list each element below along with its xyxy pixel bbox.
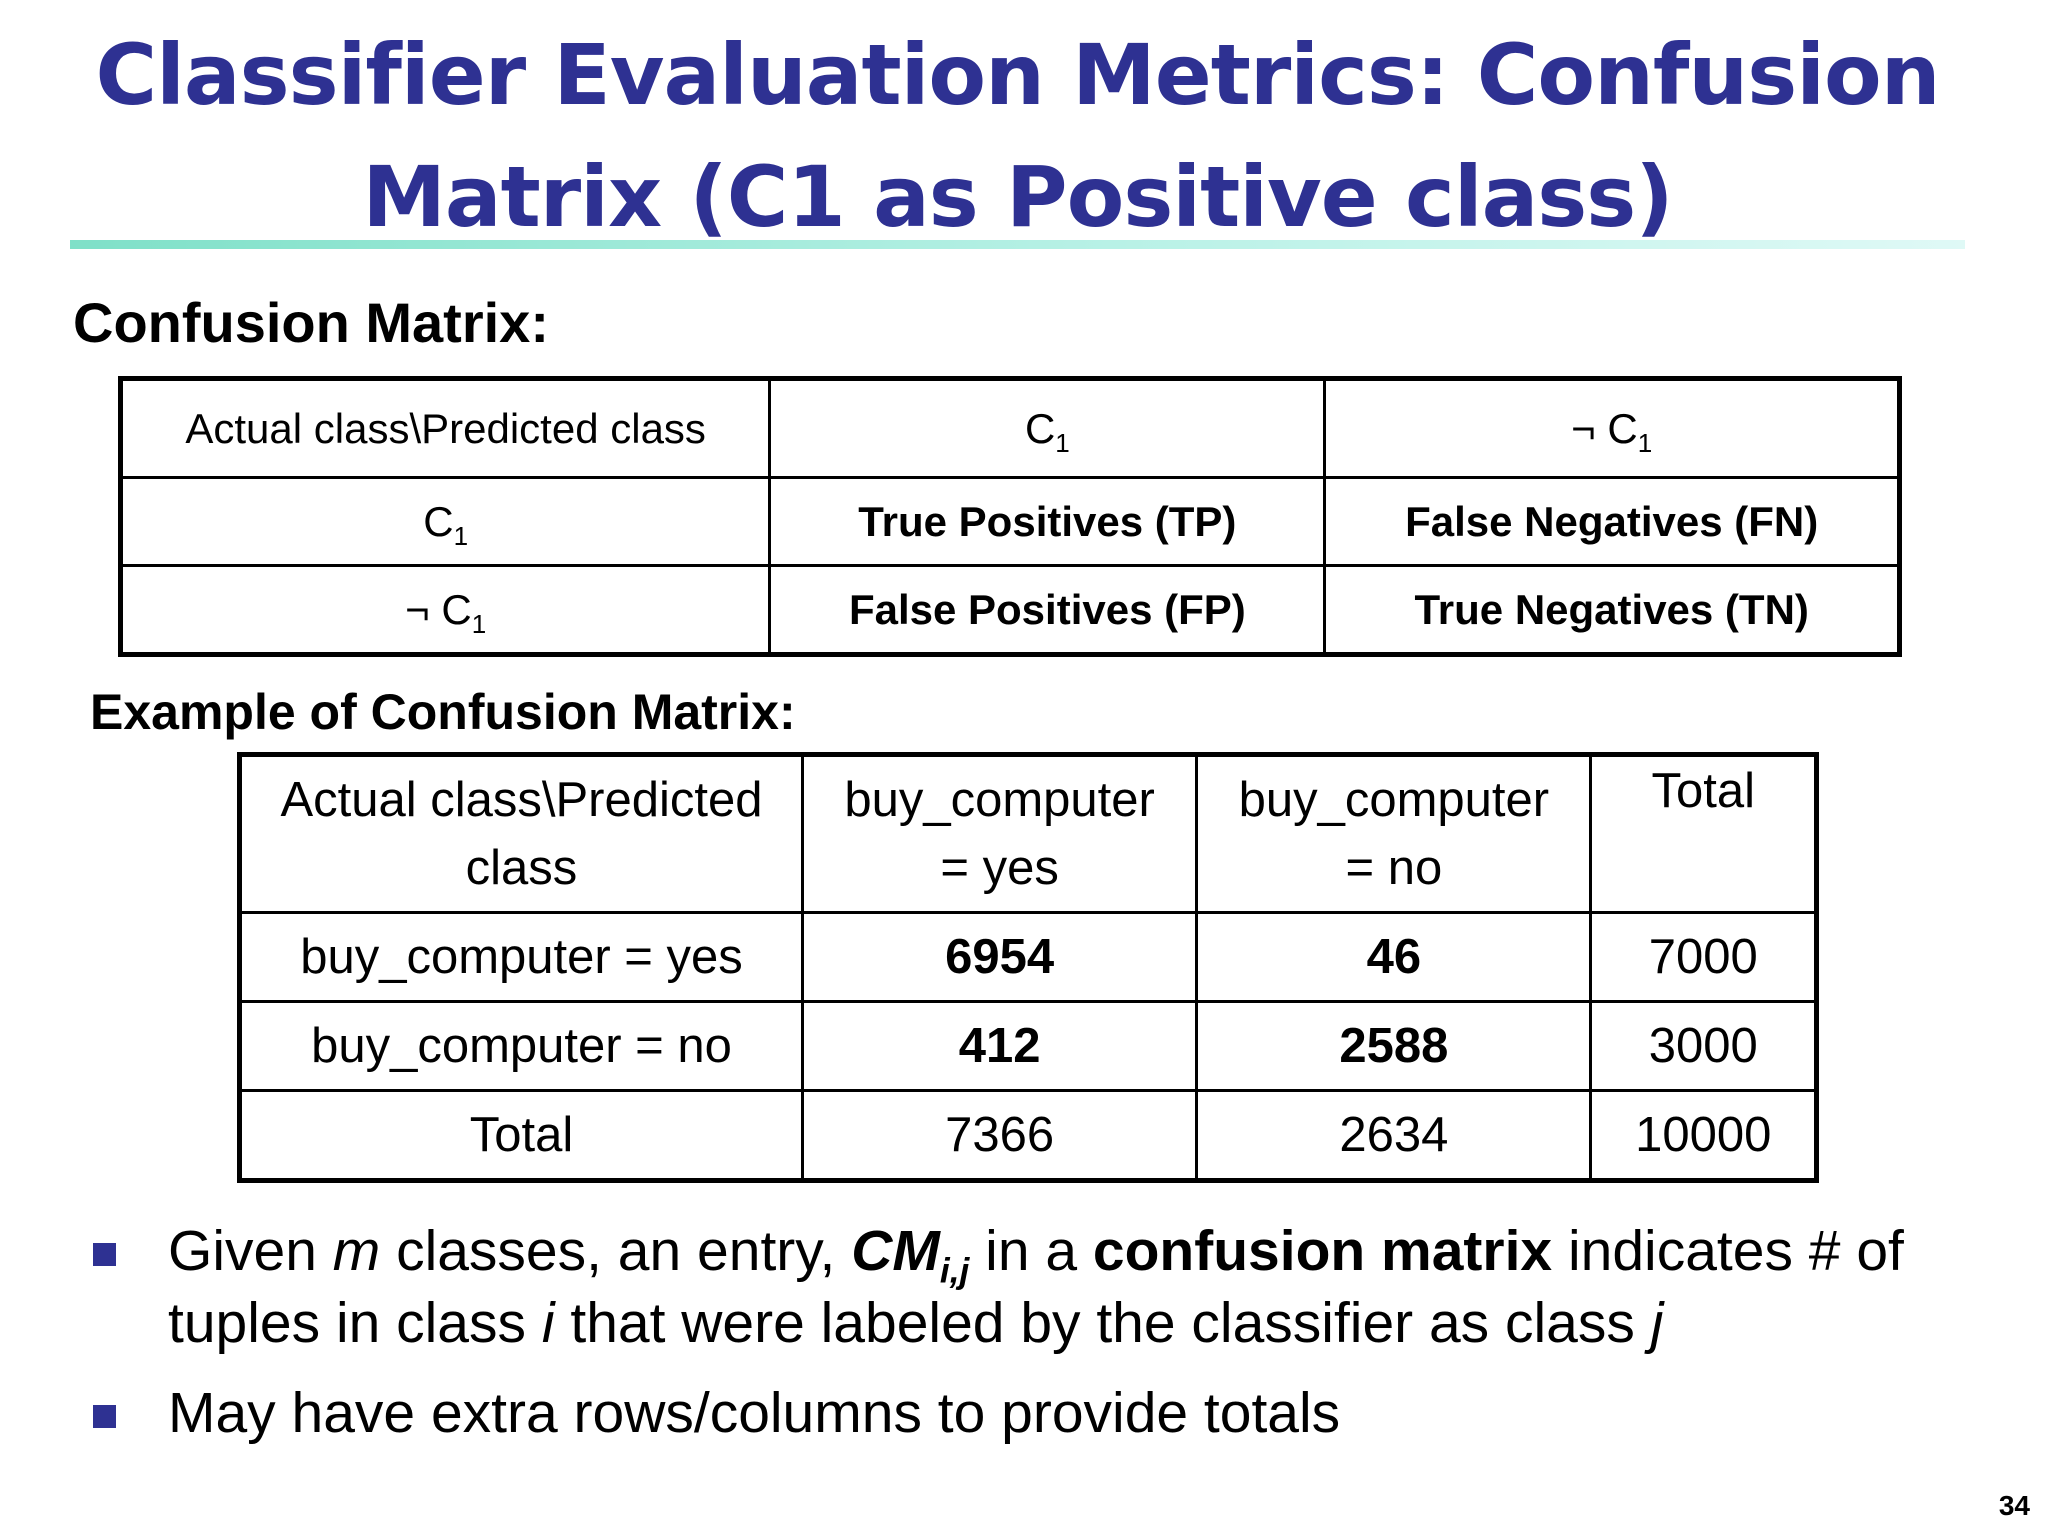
row-label-cell: C1 [118,476,772,567]
bullet-text: that were labeled by the classifier as c… [554,1291,1651,1355]
header-line: = yes [940,841,1059,895]
row-label-cell: buy_computer = yes [238,911,804,1003]
confusion-matrix-table: Actual class\Predicted class C1 ¬ C1 C1 … [118,376,1902,657]
header-text: ¬ C [1571,404,1638,452]
bullet-text: j [1650,1291,1664,1355]
header-line: Actual class\Predicted [280,773,763,827]
table-row: Total 7366 2634 10000 [238,1089,1818,1182]
value-cell: 2588 [1195,1000,1593,1092]
true-positives-cell: True Positives (TP) [768,476,1327,567]
table-row: Actual class\Predicted class C1 ¬ C1 [118,377,1901,479]
example-heading: Example of Confusion Matrix: [90,684,796,740]
subscript: 1 [1055,427,1070,458]
subscript: 1 [471,608,487,639]
header-line: Total [1651,764,1755,818]
false-negatives-cell: False Negatives (FN) [1323,476,1901,567]
bullet-text: indicates # of tuples in class [168,1219,1904,1355]
total-header-cell: Total [1589,753,1818,914]
table-row: Actual class\Predicted class buy_computer… [238,753,1818,914]
list-item: Given m classes, an entry, CMi,j in a co… [90,1215,1970,1359]
bullet-text: i [541,1291,555,1355]
total-cell: 7000 [1589,911,1818,1003]
table-row: buy_computer = yes 6954 46 7000 [238,911,1818,1003]
subscript: 1 [1637,427,1653,458]
page-number: 34 [1998,1490,2030,1521]
row-label-text: C [423,497,454,545]
slide-title: Classifier Evaluation Metrics: Confusion… [95,26,1940,246]
bullet-list: Given m classes, an entry, CMi,j in a co… [90,1215,1970,1467]
predicted-no-header-cell: buy_computer = no [1195,753,1593,914]
row-label-text: ¬ C [405,585,472,633]
header-line: buy_computer [1238,773,1550,827]
total-cell: 10000 [1589,1089,1818,1182]
predicted-not-c1-header-cell: ¬ C1 [1323,377,1901,479]
corner-header-cell: Actual class\Predicted class [118,377,772,479]
bullet-text: confusion matrix [1092,1219,1553,1283]
header-text: C [1024,404,1056,452]
square-bullet-icon [93,1405,116,1428]
header-line: class [465,841,578,895]
row-label-cell: Total [238,1089,804,1182]
bullet-text: classes, an entry, [380,1219,852,1283]
list-item: May have extra rows/columns to provide t… [90,1377,1970,1449]
square-bullet-icon [93,1243,116,1266]
header-line: buy_computer [844,773,1155,827]
header-line: = no [1345,841,1443,895]
predicted-c1-header-cell: C1 [768,377,1327,479]
row-label-cell: ¬ C1 [118,564,772,656]
bullet-text: m [332,1219,381,1283]
value-cell: 46 [1195,911,1593,1003]
value-cell: 412 [800,1000,1199,1092]
example-confusion-matrix-table: Actual class\Predicted class buy_computer… [237,752,1819,1183]
table-row: buy_computer = no 412 2588 3000 [238,1000,1818,1092]
predicted-yes-header-cell: buy_computer = yes [800,753,1199,914]
bullet-text: in a [969,1219,1093,1283]
table-row: C1 True Positives (TP) False Negatives (… [118,476,1901,567]
confusion-matrix-heading: Confusion Matrix: [73,291,549,354]
bullet-text: Given [168,1219,333,1283]
value-cell: 6954 [800,911,1199,1003]
true-negatives-cell: True Negatives (TN) [1323,564,1901,656]
bullet-text: May have extra rows/columns to provide t… [168,1381,1341,1445]
subscript: i,j [939,1251,970,1291]
title-underline [70,240,1965,249]
table-row: ¬ C1 False Positives (FP) True Negatives… [118,564,1901,656]
row-label-cell: buy_computer = no [238,1000,804,1092]
bullet-text: CM [851,1219,940,1283]
corner-header-cell: Actual class\Predicted class [238,753,804,914]
total-cell: 2634 [1195,1089,1593,1182]
total-cell: 7366 [800,1089,1199,1182]
subscript: 1 [453,520,469,551]
total-cell: 3000 [1589,1000,1818,1092]
false-positives-cell: False Positives (FP) [768,564,1327,656]
